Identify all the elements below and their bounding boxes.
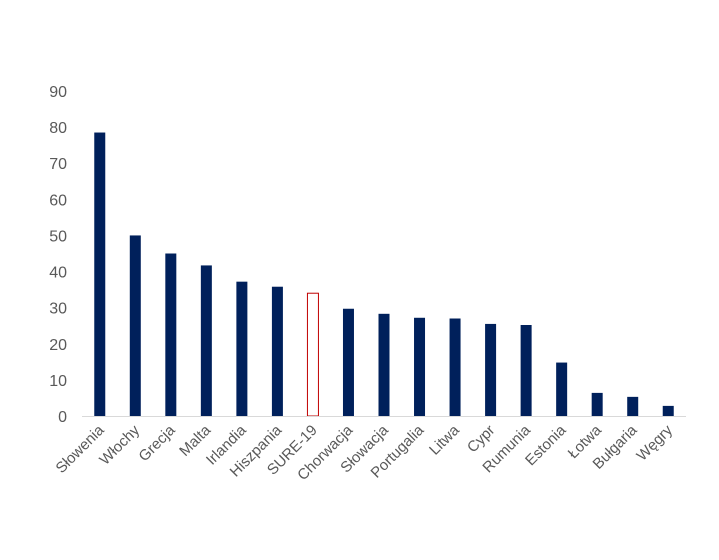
bar	[627, 396, 639, 416]
x-tick-label: Estonia	[522, 421, 570, 469]
bars	[94, 132, 674, 417]
x-tick-label: Słowenia	[53, 421, 109, 477]
bar	[165, 253, 177, 416]
y-tick-label: 20	[49, 337, 67, 354]
y-tick-label: 50	[49, 228, 67, 245]
x-tick-label: Grecja	[135, 421, 179, 465]
bar	[662, 405, 674, 416]
bar	[342, 308, 354, 416]
bar	[94, 132, 106, 416]
y-tick-label: 10	[49, 373, 67, 390]
bar	[556, 362, 568, 416]
x-tick-label: Włochy	[96, 421, 143, 468]
bar	[129, 235, 141, 416]
bar	[414, 317, 426, 416]
y-tick-label: 40	[49, 265, 67, 282]
x-tick-label: Węgry	[633, 421, 676, 464]
y-axis: 0 10 20 30 40 50 60 70 80 90	[49, 84, 67, 426]
y-tick-label: 0	[58, 409, 67, 426]
y-tick-label: 30	[49, 301, 67, 318]
x-tick-label: Litwa	[426, 421, 463, 458]
bar	[378, 313, 390, 416]
bar	[591, 392, 603, 416]
y-tick-label: 90	[49, 84, 67, 101]
y-tick-label: 80	[49, 120, 67, 137]
bar	[485, 323, 497, 416]
bar	[449, 318, 461, 416]
bar-highlight	[306, 292, 319, 417]
y-tick-label: 70	[49, 156, 67, 173]
bar	[200, 265, 212, 416]
bar	[271, 286, 283, 416]
bar	[520, 325, 532, 416]
bar	[236, 281, 248, 416]
x-axis: SłoweniaWłochyGrecjaMaltaIrlandiaHiszpan…	[53, 421, 677, 484]
y-tick-label: 60	[49, 192, 67, 209]
